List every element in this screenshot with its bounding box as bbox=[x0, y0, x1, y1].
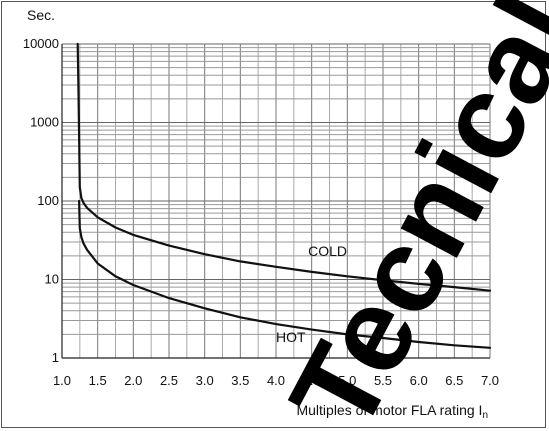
x-tick-labels: 1.0 1.5 2.0 2.5 3.0 3.5 4.0 4.5 5.0 5.5 6.0 6.5 7.0 bbox=[53, 373, 499, 388]
x-tick-label: 3.5 bbox=[231, 373, 249, 388]
watermark-text: Tecnical Da bbox=[265, 0, 549, 431]
y-axis-label: Sec. bbox=[27, 7, 55, 23]
watermark: Tecnical Da bbox=[265, 0, 549, 431]
x-axis-label: Multiples of motor FLA rating In bbox=[296, 402, 488, 421]
y-tick-label: 1 bbox=[52, 350, 59, 365]
y-tick-label: 10000 bbox=[23, 36, 59, 51]
x-tick-label: 2.5 bbox=[160, 373, 178, 388]
series-line-hot bbox=[77, 199, 492, 349]
y-tick-label: 10 bbox=[45, 272, 59, 287]
y-tick-labels: 1 10 100 1000 10000 bbox=[23, 36, 59, 365]
x-tick-label: 6.5 bbox=[445, 373, 463, 388]
x-tick-label: 4.0 bbox=[267, 373, 285, 388]
series-group bbox=[76, 42, 492, 349]
x-tick-label: 1.0 bbox=[53, 373, 71, 388]
x-tick-label: 6.0 bbox=[410, 373, 428, 388]
y-tick-label: 1000 bbox=[30, 115, 59, 130]
axes bbox=[61, 44, 490, 359]
series-line-cold bbox=[76, 42, 492, 292]
x-tick-label: 2.0 bbox=[124, 373, 142, 388]
x-tick-label: 4.5 bbox=[303, 373, 321, 388]
x-tick-label: 7.0 bbox=[481, 373, 499, 388]
x-tick-label: 3.0 bbox=[196, 373, 214, 388]
x-tick-label: 5.5 bbox=[374, 373, 392, 388]
curve-labels: COLD HOT bbox=[276, 243, 347, 345]
x-tick-label: 5.0 bbox=[338, 373, 356, 388]
curve-label-cold: COLD bbox=[308, 243, 347, 259]
curve-label-hot: HOT bbox=[276, 329, 306, 345]
x-tick-label: 1.5 bbox=[89, 373, 107, 388]
y-tick-label: 100 bbox=[37, 193, 59, 208]
